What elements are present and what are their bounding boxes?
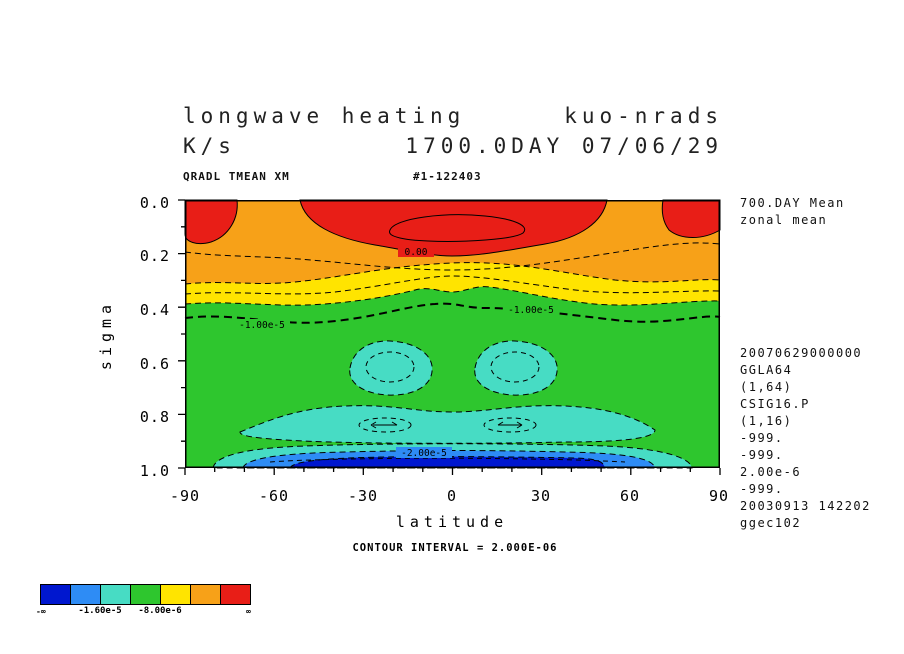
- region-red-right: [661, 199, 721, 238]
- contour--1.0e-5-bold: [184, 302, 721, 324]
- label-patch-m1e5-left: [234, 319, 290, 330]
- x-tick-90: 90: [708, 487, 730, 505]
- note-toolname: ggec102: [740, 516, 802, 530]
- label-patch-m2e5: [396, 447, 452, 458]
- contour-plot: 0.00 -1.00e-5 -1.00e-5 -2.00e-5: [178, 199, 721, 475]
- contour-label-group: 0.00 -1.00e-5 -1.00e-5 -2.00e-5: [234, 246, 559, 459]
- variable-label: QRADL TMEAN XM: [183, 170, 290, 183]
- label-patch-m1e5-right: [503, 304, 559, 315]
- contour--2e-6: [184, 242, 721, 271]
- contour--1.4e-5-right: [490, 351, 540, 383]
- contour--1.4e-5-band-right: [483, 417, 537, 433]
- experiment-name: kuo-nrads: [564, 104, 723, 128]
- colorbar-segment-blue: [70, 584, 101, 605]
- contour-mark-left: [370, 421, 398, 429]
- x-tick--60: -60: [258, 487, 290, 505]
- note-missing-3: -999.: [740, 482, 784, 496]
- x-axis-label: latitude: [395, 513, 509, 531]
- colorbar-right-end-label: ∞: [246, 607, 251, 616]
- note-grid-y-range: (1,16): [740, 414, 793, 428]
- units-label: K/s: [183, 134, 236, 158]
- colorbar: [40, 584, 251, 605]
- plot-frame: [185, 200, 720, 468]
- contour-2e-6-loop: [389, 214, 526, 242]
- note-grid-x-range: (1,64): [740, 380, 793, 394]
- y-axis-label: sigma: [97, 299, 115, 371]
- note-missing-1: -999.: [740, 431, 784, 445]
- colorbar-segment-red: [220, 584, 251, 605]
- note-grid-y: CSIG16.P: [740, 397, 810, 411]
- contour-mark-right: [497, 421, 523, 429]
- colorbar-segment-yellow: [160, 584, 191, 605]
- y-tick-0.0: 0.0: [139, 194, 170, 212]
- contour--1.4e-5-left: [365, 351, 415, 383]
- colorbar-segment-green: [130, 584, 161, 605]
- x-tick--30: -30: [347, 487, 379, 505]
- y-tick-1.0: 1.0: [139, 462, 170, 480]
- colorbar-left-end-label: -∞: [36, 607, 46, 616]
- contour-label-m1e5-right: -1.00e-5: [508, 305, 554, 316]
- x-tick--90: -90: [169, 487, 201, 505]
- x-tick-30: 30: [530, 487, 552, 505]
- label-patch-zero: [398, 246, 434, 257]
- title-row: longwave heating kuo-nrads: [183, 104, 723, 128]
- note-grid-x: GGLA64: [740, 363, 793, 377]
- plot-title: longwave heating: [183, 104, 466, 128]
- colorbar-segment-navy: [40, 584, 71, 605]
- side-notes-top: 700.DAY Mean zonal mean: [740, 195, 845, 229]
- region-red-center: [299, 199, 608, 257]
- note-mean: 700.DAY Mean: [740, 196, 845, 210]
- contour-lines: [184, 242, 721, 463]
- y-tick-0.4: 0.4: [139, 301, 170, 319]
- y-tick-0.2: 0.2: [139, 247, 170, 265]
- note-created: 20030913 142202: [740, 499, 871, 513]
- contour-interval-note: CONTOUR INTERVAL = 2.000E-06: [352, 542, 558, 554]
- region-cyan-blob-left: [349, 340, 433, 396]
- note-interval: 2.00e-6: [740, 465, 802, 479]
- note-missing-2: -999.: [740, 448, 784, 462]
- region-navy-bottom: [289, 456, 606, 469]
- contour-label-m2e5: -2.00e-5: [401, 448, 447, 459]
- colorbar-label-m1.6e-5: -1.60e-5: [78, 606, 122, 616]
- note-datetime: 20070629000000: [740, 346, 863, 360]
- region-cyan-blob-right: [474, 340, 558, 396]
- contour-label-zero: 0.00: [405, 247, 428, 258]
- contour--1.4e-5-band-left: [358, 417, 412, 433]
- contour-label-m1e5-left: -1.00e-5: [239, 320, 285, 331]
- note-zonal-mean: zonal mean: [740, 213, 828, 227]
- x-tick-60: 60: [619, 487, 641, 505]
- y-major-ticks: [178, 199, 185, 469]
- shaded-regions: [184, 199, 721, 469]
- y-minor-ticks: [181, 226, 185, 442]
- y-tick-0.8: 0.8: [139, 408, 170, 426]
- region-red-left: [184, 199, 238, 245]
- colorbar-segment-orange: [190, 584, 221, 605]
- y-tick-0.6: 0.6: [139, 355, 170, 373]
- x-minor-ticks: [214, 468, 691, 472]
- x-tick-0: 0: [446, 487, 458, 505]
- colorbar-label-m8e-6: -8.00e-6: [138, 606, 182, 616]
- run-id-label: #1-122403: [413, 170, 482, 183]
- time-stamp-label: 1700.0DAY 07/06/29: [405, 134, 723, 158]
- region-cyan-band: [239, 405, 656, 444]
- x-major-ticks: [184, 468, 721, 475]
- axis-ticks: [178, 199, 721, 475]
- subtitle-row: K/s 1700.0DAY 07/06/29: [183, 134, 723, 158]
- contour--4e-6: [184, 262, 721, 285]
- side-notes-bottom: 20070629000000 GGLA64 (1,64) CSIG16.P (1…: [740, 345, 871, 532]
- colorbar-segment-cyan: [100, 584, 131, 605]
